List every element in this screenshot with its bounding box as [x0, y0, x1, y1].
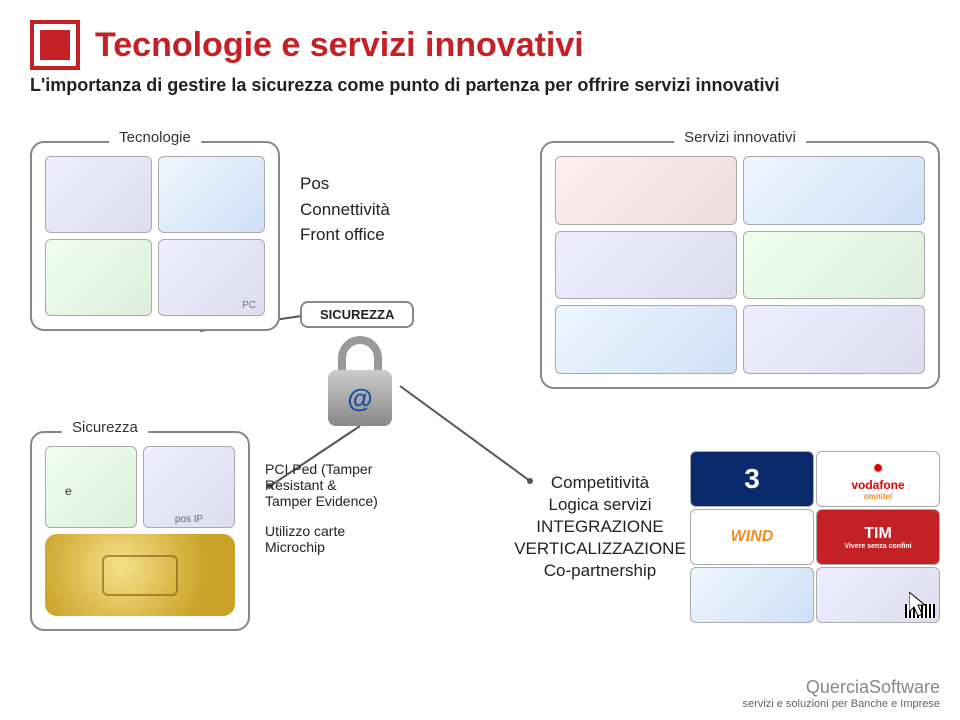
footer-brand-sub: Software	[869, 677, 940, 697]
page-title: Tecnologie e servizi innovativi	[95, 26, 584, 65]
footer-brand: QuerciaSoftware servizi e soluzioni per …	[743, 677, 940, 710]
brand-tre-label: 3	[744, 463, 760, 495]
page-subtitle: L'importanza di gestire la sicurezza com…	[0, 75, 960, 111]
footer-brand-main: Quercia	[806, 677, 869, 697]
servizi-money-image	[743, 231, 925, 300]
servizi-globe-image	[743, 156, 925, 225]
cursor-icon	[909, 592, 931, 620]
pos-terminal-image	[45, 156, 152, 233]
brand-misc-2	[816, 567, 940, 623]
brand-tre: 3	[690, 451, 814, 507]
brand-tim-label: TIM	[864, 525, 892, 543]
servizi-cart-image	[743, 305, 925, 374]
tech-item-frontoffice: Front office	[300, 222, 390, 248]
tech-item-connettivita: Connettività	[300, 197, 390, 223]
brand-wind: WIND	[690, 509, 814, 565]
brand-tim-tagline: Vivere senza confini	[844, 543, 911, 550]
brand-wind-label: WIND	[731, 528, 774, 546]
tecnologie-box: Tecnologie PC	[30, 141, 280, 331]
header: Tecnologie e servizi innovativi	[0, 0, 960, 75]
brand-omnitel-label: omnitel	[851, 492, 904, 501]
sicurezza-box-label: Sicurezza	[62, 419, 148, 436]
sicurezza-center-label: SICUREZZA	[300, 301, 414, 328]
sicurezza-box: Sicurezza pos IP	[30, 431, 250, 631]
sicurezza-text: PCI Ped (Tamper Resistant & Tamper Evide…	[265, 461, 378, 569]
sic-line-1: PCI Ped (Tamper	[265, 461, 378, 477]
tecnologie-label: Tecnologie	[109, 129, 201, 146]
servizi-card-image	[555, 156, 737, 225]
monitor-image: PC	[158, 239, 265, 316]
brand-vodafone-label: vodafone	[851, 478, 904, 492]
pos-ip-image: pos IP	[143, 446, 235, 528]
servizi-label: Servizi innovativi	[674, 129, 806, 146]
smartcard-chip-image	[45, 534, 235, 616]
competitivita-list: Competitività Logica servizi INTEGRAZION…	[510, 471, 690, 583]
pc-label: PC	[242, 300, 256, 311]
brand-tim: TIM Vivere senza confini	[816, 509, 940, 565]
footer-tagline: servizi e soluzioni per Banche e Imprese	[743, 698, 940, 710]
terminal-small-image	[45, 446, 137, 528]
sic-line-2: Resistant &	[265, 477, 378, 493]
brand-vodafone: ● vodafone omnitel	[816, 451, 940, 507]
sic-line-3: Tamper Evidence)	[265, 493, 378, 509]
servizi-box: Servizi innovativi	[540, 141, 940, 389]
logo-icon	[30, 20, 80, 70]
e-label: e	[65, 484, 72, 498]
comp-3: INTEGRAZIONE	[510, 517, 690, 537]
desktop-pc-image	[158, 156, 265, 233]
sic-line-4: Utilizzo carte	[265, 523, 378, 539]
comp-4: VERTICALIZZAZIONE	[510, 539, 690, 559]
tech-item-pos: Pos	[300, 171, 390, 197]
padlock-icon: @	[320, 336, 400, 426]
cable-image	[45, 239, 152, 316]
sic-line-5: Microchip	[265, 539, 378, 555]
servizi-chip-image	[555, 231, 737, 300]
tecnologie-list: Pos Connettività Front office	[300, 171, 390, 248]
servizi-ticket-image	[555, 305, 737, 374]
comp-5: Co-partnership	[510, 561, 690, 581]
pos-ip-label: pos IP	[175, 514, 203, 525]
brand-grid: 3 ● vodafone omnitel WIND TIM Vivere sen…	[690, 451, 940, 623]
comp-1: Competitività	[510, 473, 690, 493]
diagram-stage: Tecnologie PC Pos Connettività Front off…	[0, 111, 960, 691]
brand-misc-1	[690, 567, 814, 623]
comp-2: Logica servizi	[510, 495, 690, 515]
